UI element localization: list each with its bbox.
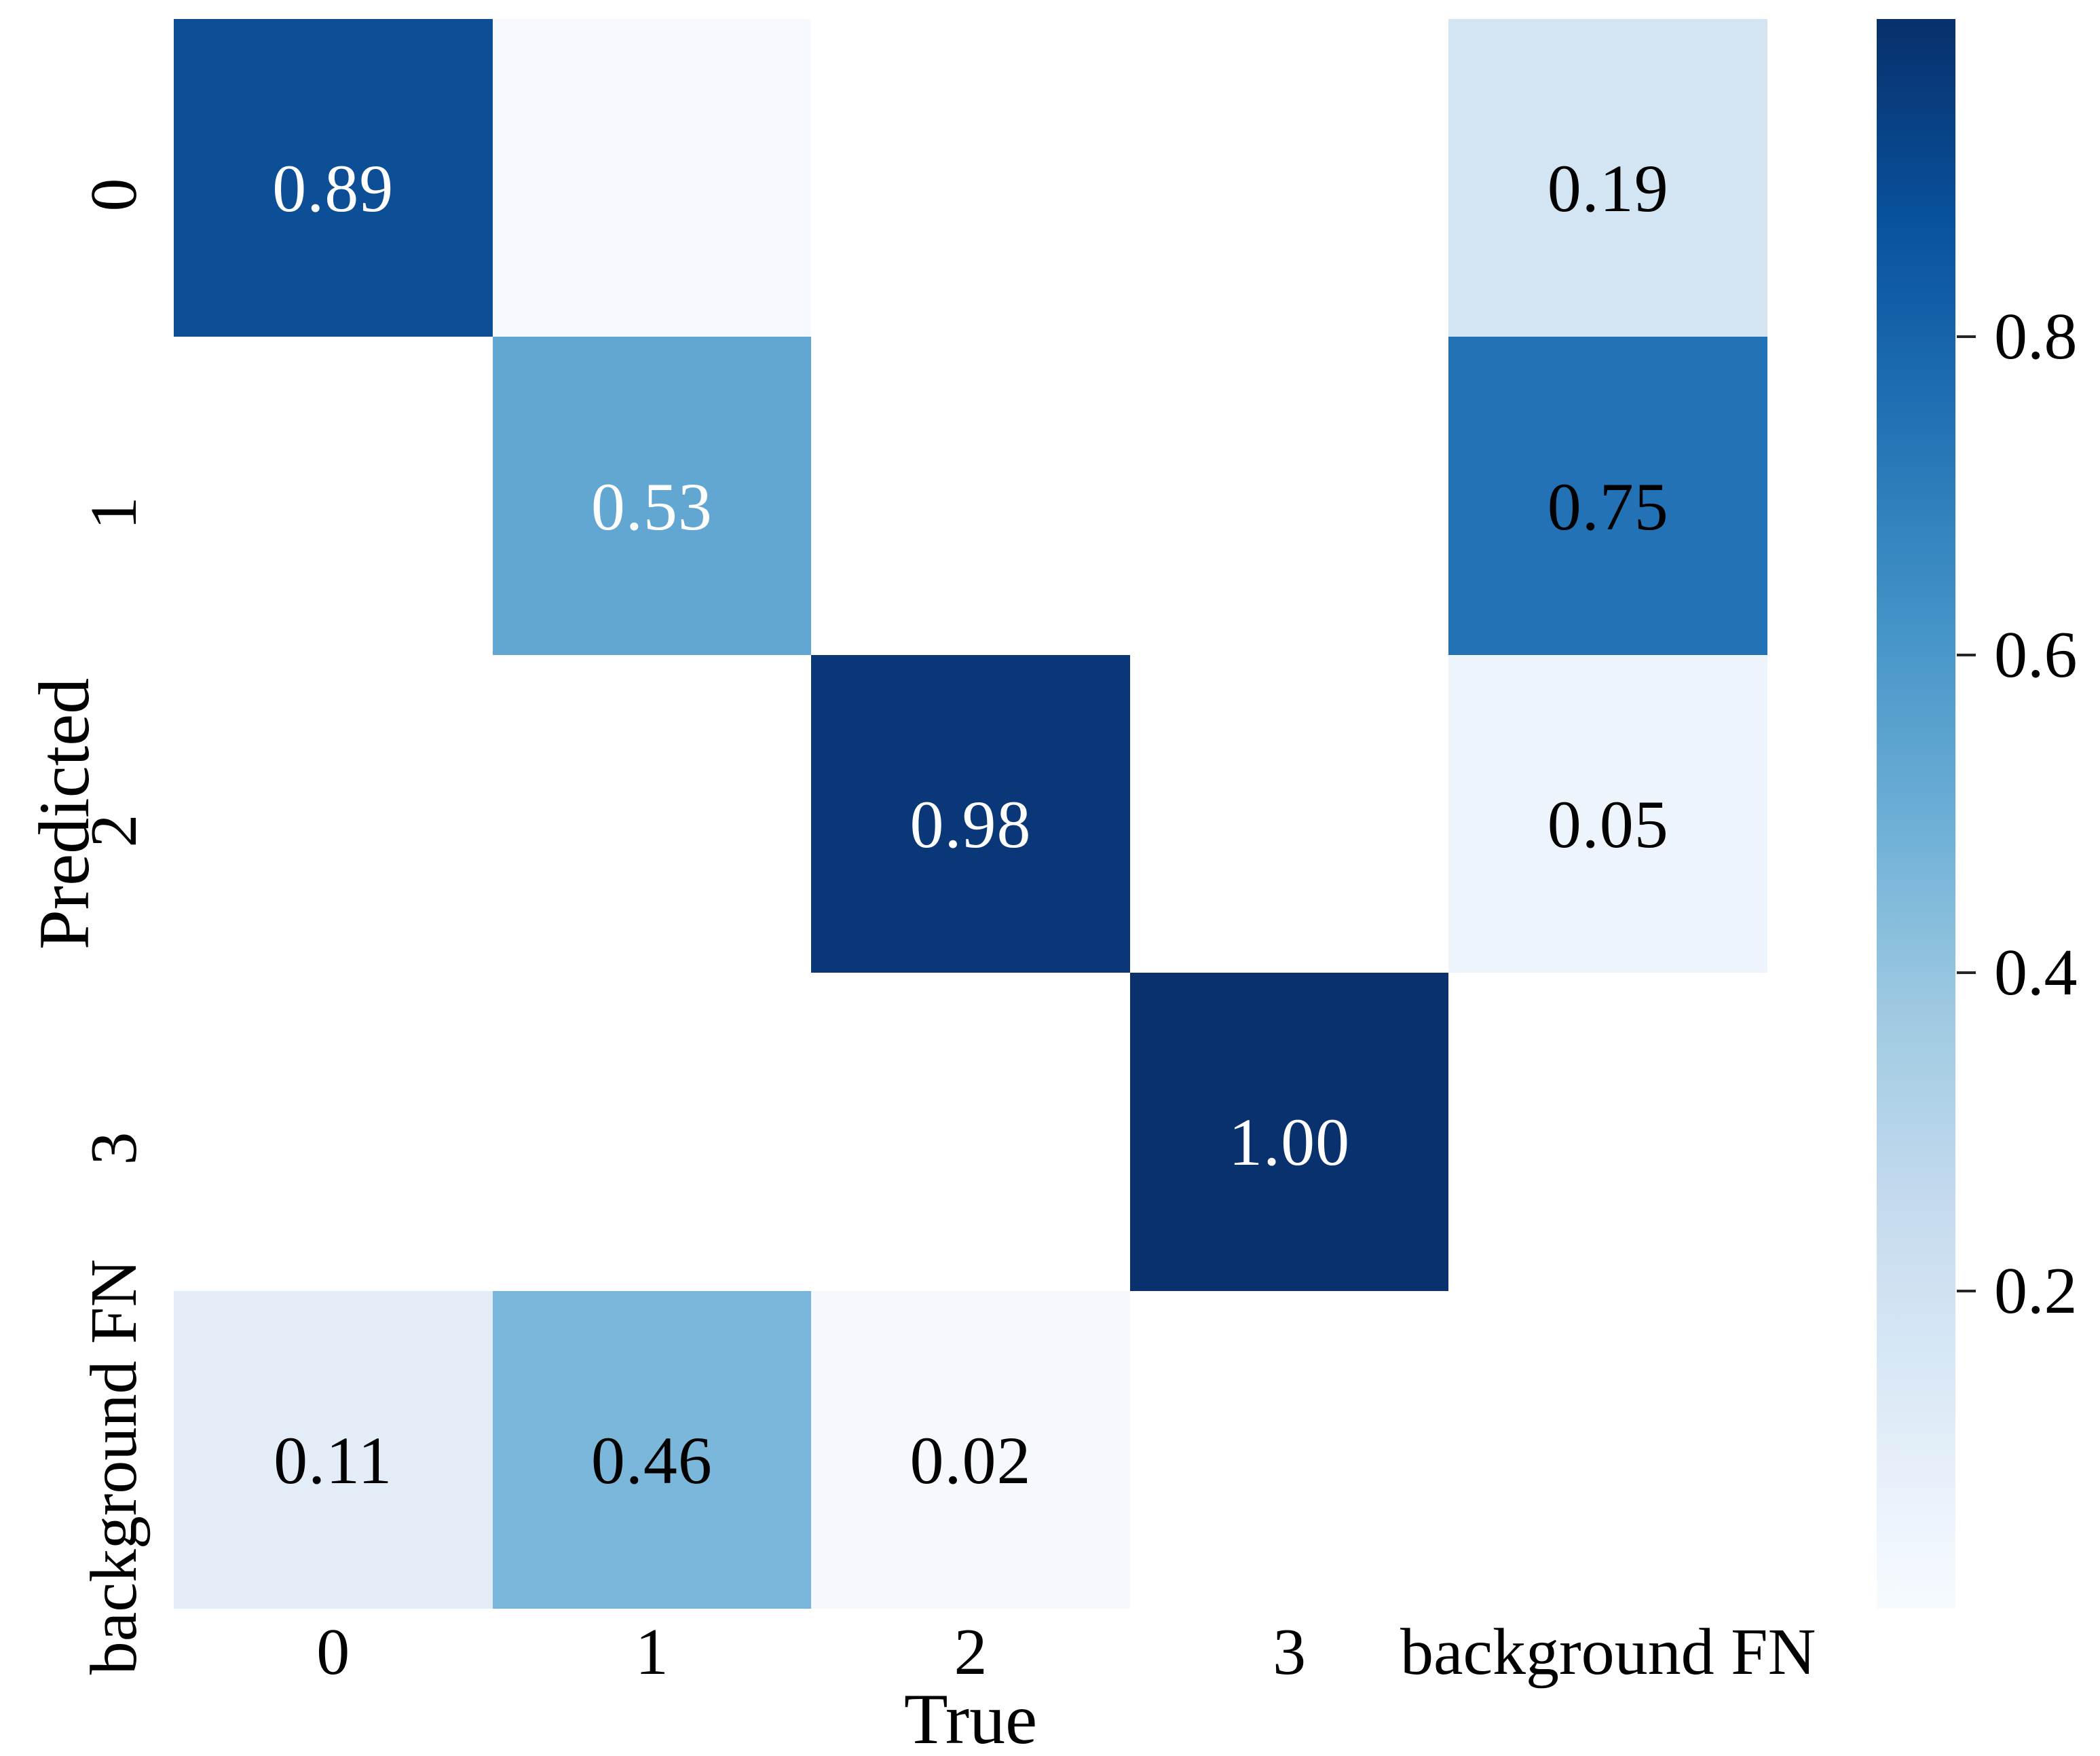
colorbar xyxy=(1877,19,1955,1609)
colorbar-tick-mark xyxy=(1957,335,1976,339)
heatmap-cell-r1-c4: 0.75 xyxy=(1448,337,1767,655)
x-tick-label-1: 1 xyxy=(635,1615,669,1689)
heatmap-cell-r1-c1: 0.53 xyxy=(492,337,812,655)
colorbar-tick-label-0.4: 0.4 xyxy=(1994,936,2078,1010)
heatmap-grid: 0.89 0.19 0.53 0.75 0.98 0.05 1.00 0.11 0.46 0.02 xyxy=(174,19,1767,1609)
cell-value-label: 0.46 xyxy=(590,1422,713,1498)
colorbar-tick-mark xyxy=(1957,971,1976,975)
heatmap-cell-r3-c3: 1.00 xyxy=(1129,973,1449,1291)
cell-value-label: 1.00 xyxy=(1229,1104,1351,1180)
y-tick-label-0: 0 xyxy=(77,178,151,212)
cell-value-label: 0.53 xyxy=(590,468,713,544)
y-tick-label-background-fn: background FN xyxy=(77,1258,151,1675)
heatmap-cell-r4-c2: 0.02 xyxy=(811,1290,1130,1609)
colorbar-tick-label-0.2: 0.2 xyxy=(1994,1254,2078,1328)
heatmap-cell-r2-c2: 0.98 xyxy=(811,654,1130,973)
x-axis-label: True xyxy=(903,1679,1038,1756)
heatmap-cell-r0-c1 xyxy=(492,19,812,337)
heatmap-cell-r0-c0: 0.89 xyxy=(174,19,493,337)
x-tick-label-2: 2 xyxy=(954,1615,988,1689)
cell-value-label: 0.75 xyxy=(1547,468,1669,544)
colorbar-tick-label-0.6: 0.6 xyxy=(1994,618,2078,692)
cell-value-label: 0.19 xyxy=(1547,151,1669,227)
cell-value-label: 0.98 xyxy=(910,786,1032,862)
colorbar-tick-mark xyxy=(1957,1289,1976,1292)
heatmap-cell-r4-c0: 0.11 xyxy=(174,1290,493,1609)
x-tick-label-0: 0 xyxy=(316,1615,350,1689)
heatmap-cell-r0-c4: 0.19 xyxy=(1448,19,1767,337)
y-tick-label-1: 1 xyxy=(77,496,151,530)
colorbar-tick-label-0.8: 0.8 xyxy=(1994,300,2078,374)
x-tick-label-background-fn: background FN xyxy=(1400,1615,1816,1689)
heatmap-cell-r2-c4: 0.05 xyxy=(1448,654,1767,973)
cell-value-label: 0.11 xyxy=(274,1422,393,1498)
y-axis-label: Predicted xyxy=(24,677,104,950)
y-tick-label-3: 3 xyxy=(77,1132,151,1165)
x-tick-label-3: 3 xyxy=(1273,1615,1307,1689)
cell-value-label: 0.89 xyxy=(272,151,394,227)
heatmap-cell-r4-c1: 0.46 xyxy=(492,1290,812,1609)
cell-value-label: 0.05 xyxy=(1547,786,1669,862)
colorbar-tick-mark xyxy=(1957,653,1976,656)
cell-value-label: 0.02 xyxy=(910,1422,1032,1498)
